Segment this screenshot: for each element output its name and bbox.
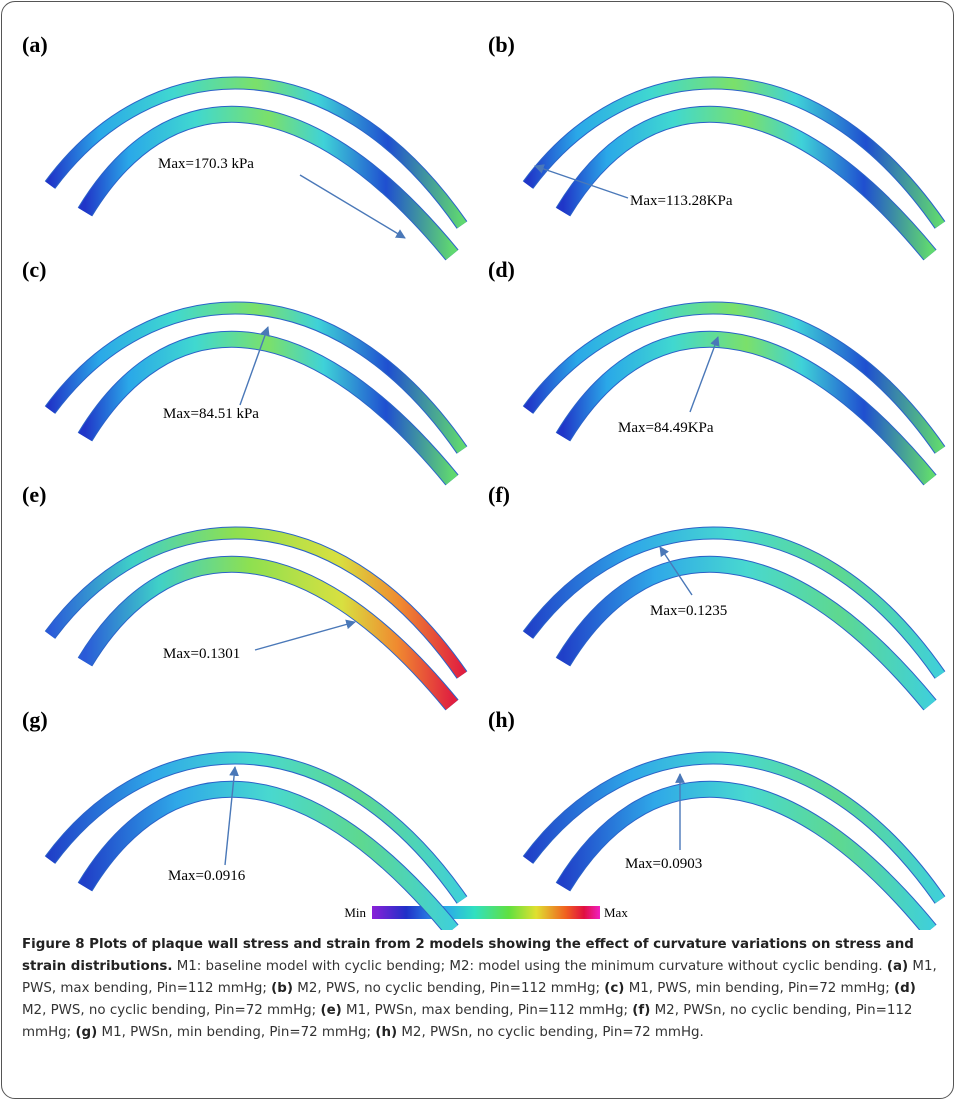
vessel-wall — [78, 556, 458, 710]
vessel-wall — [45, 77, 467, 229]
colorbar-max: Max — [604, 905, 628, 920]
vessel-wall — [45, 752, 467, 904]
caption-item-label: (b) — [271, 981, 293, 996]
vessel-wall — [556, 556, 936, 710]
panel-label: (f) — [488, 482, 510, 507]
vessel-wall — [523, 752, 945, 904]
caption-item-text: M1, PWS, min bending, Pin=72 mmHg; — [628, 981, 890, 996]
panel: (e) Max=0.1301 — [22, 482, 468, 711]
panel-label: (e) — [22, 482, 46, 507]
arrow — [689, 336, 720, 413]
arrow — [534, 164, 629, 199]
caption-item-text: M2, PWS, no cyclic bending, Pin=72 mmHg; — [22, 1003, 317, 1018]
colorbar-min: Min — [344, 905, 366, 920]
caption-item-text: M1, PWS, max bending, Pin=112 mmHg; — [22, 959, 937, 996]
panel-label: (g) — [22, 707, 48, 732]
panel: (c) Max=84.51 kPa — [22, 257, 468, 486]
panel: (g) Max=0.0916 — [22, 707, 468, 930]
max-annotation: Max=170.3 kPa — [158, 156, 254, 172]
arrow — [239, 326, 270, 406]
caption-item-label: (a) — [886, 959, 909, 974]
caption-item-label: (f) — [632, 1003, 651, 1018]
caption-item-label: (e) — [320, 1003, 342, 1018]
caption-item-label: (d) — [894, 981, 916, 996]
caption-intro: M1: baseline model with cyclic bending; … — [176, 959, 883, 974]
vessel-wall — [78, 106, 458, 260]
arrow — [299, 174, 406, 239]
caption-item-label: (h) — [375, 1025, 398, 1040]
vessel-wall — [523, 527, 945, 679]
panel-label: (h) — [488, 707, 515, 732]
vessel-wall — [556, 106, 936, 260]
max-annotation: Max=84.51 kPa — [163, 406, 259, 422]
caption: Figure 8 Plots of plaque wall stress and… — [22, 934, 940, 1044]
panel: (b) Max=113.28KPa — [488, 32, 946, 261]
caption-item-text: M2, PWS, no cyclic bending, Pin=112 mmHg… — [297, 981, 600, 996]
caption-item-text: M1, PWSn, min bending, Pin=72 mmHg; — [101, 1025, 372, 1040]
vessel-edge — [77, 555, 459, 711]
max-annotation: Max=84.49KPa — [618, 420, 714, 436]
max-annotation: Max=0.0916 — [168, 868, 246, 884]
panel-label: (c) — [22, 257, 46, 282]
vessel-wall — [78, 781, 458, 930]
vessel-edge — [555, 555, 937, 711]
vessel-wall — [78, 331, 458, 485]
caption-title: Figure 8 Plots of plaque wall stress and… — [22, 937, 914, 974]
vessel-edge — [77, 330, 459, 486]
vessel-wall — [523, 302, 945, 454]
arrow — [659, 546, 693, 596]
max-annotation: Max=0.0903 — [625, 856, 702, 872]
panel-label: (a) — [22, 32, 48, 57]
panel: (d) Max=84.49KPa — [488, 257, 946, 486]
panel: (h) Max=0.0903 — [488, 707, 946, 930]
caption-item-label: (g) — [75, 1025, 98, 1040]
vessel-wall — [556, 781, 936, 930]
vessel-edge — [555, 330, 937, 486]
panel-label: (b) — [488, 32, 515, 57]
max-annotation: Max=0.1235 — [650, 603, 727, 619]
figure: Min Max (a) Max=170.3 kPa (b) Max=113.28KPa… — [22, 32, 946, 930]
vessel-wall — [523, 77, 945, 229]
colorbar — [372, 906, 600, 919]
panel: (a) Max=170.3 kPa — [22, 32, 468, 261]
arrow — [224, 766, 239, 866]
panel: (f) Max=0.1235 — [488, 482, 946, 711]
caption-item-text: M2, PWSn, no cyclic bending, Pin=112 mmH… — [22, 1003, 913, 1040]
panel-label: (d) — [488, 257, 515, 282]
vessel-wall — [45, 302, 467, 454]
caption-item-text: M1, PWSn, max bending, Pin=112 mmHg; — [346, 1003, 629, 1018]
vessel-edge — [555, 105, 937, 261]
max-annotation: Max=0.1301 — [163, 646, 240, 662]
caption-item-text: M2, PWSn, no cyclic bending, Pin=72 mmHg… — [401, 1025, 704, 1040]
max-annotation: Max=113.28KPa — [630, 193, 733, 209]
arrow — [254, 619, 356, 651]
vessel-wall — [45, 527, 467, 679]
caption-item-label: (c) — [604, 981, 625, 996]
